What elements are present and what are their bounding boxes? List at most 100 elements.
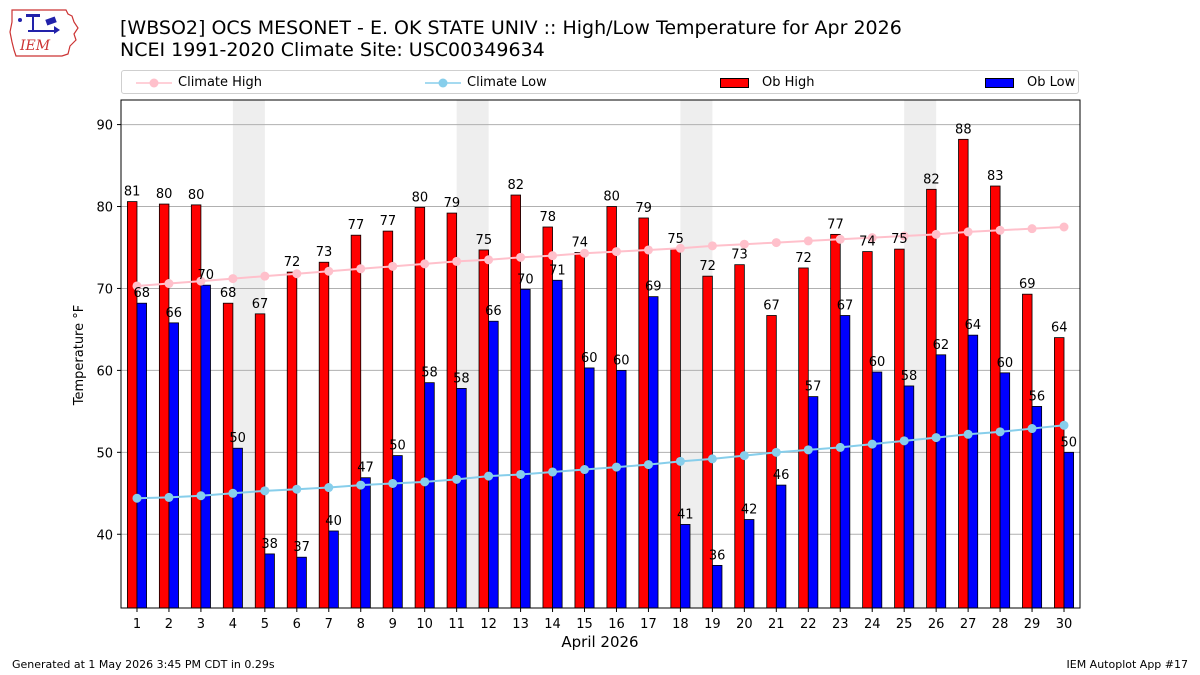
ob-low-bar (264, 553, 275, 609)
ob-high-label: 79 (444, 196, 461, 211)
ob-high-bar (958, 138, 969, 609)
ob-low-bar (168, 322, 179, 609)
ob-low-label: 64 (965, 318, 982, 333)
x-tick-label: 9 (389, 617, 397, 632)
climate-high-point (132, 281, 142, 291)
legend-label-ob-high: Ob High (762, 75, 815, 90)
climate-high-point (1027, 224, 1037, 234)
climate-low-point (995, 427, 1005, 437)
ob-low-bar (935, 354, 947, 609)
ob-high-bar (542, 226, 553, 609)
climate-low-point (484, 471, 494, 481)
ob-low-bar (360, 477, 371, 609)
climate-low-point (516, 469, 526, 479)
ob-low-label: 58 (421, 366, 438, 381)
ob-low-label: 60 (581, 351, 598, 366)
ob-high-bar (862, 251, 873, 609)
ob-low-label: 60 (997, 356, 1014, 371)
ob-high-bar (766, 315, 777, 609)
ob-low-bar (871, 371, 883, 609)
x-tick-label: 30 (1056, 617, 1073, 632)
ob-high-label: 67 (252, 297, 269, 312)
ob-low-label: 66 (165, 306, 182, 321)
ob-high-label: 75 (667, 232, 684, 247)
climate-high-point (324, 266, 334, 276)
ob-high-bar (574, 251, 585, 609)
climate-low-point (1059, 420, 1069, 430)
climate-low-point (803, 445, 813, 455)
legend: Climate High Climate Low Ob High Ob Low (121, 70, 1079, 94)
ob-high-label: 74 (859, 235, 876, 250)
climate-low-point (388, 478, 398, 488)
ob-low-label: 57 (805, 380, 822, 395)
climate-high-point (963, 227, 973, 237)
climate-high-point (388, 261, 398, 271)
climate-low-point (771, 447, 781, 457)
climate-low-point (963, 429, 973, 439)
ob-high-label: 77 (827, 217, 844, 232)
ob-low-bar (296, 556, 307, 609)
ob-high-label: 69 (1019, 277, 1036, 292)
ob-low-bar (903, 385, 915, 609)
ob-high-bar (798, 267, 809, 609)
ob-low-bar (200, 284, 211, 609)
x-tick-label: 14 (544, 617, 561, 632)
x-tick-label: 12 (480, 617, 497, 632)
grid-lines (121, 124, 1080, 535)
ob-low-bar (1031, 406, 1043, 609)
ob-high-label: 64 (1051, 321, 1068, 336)
ob-low-bar (967, 334, 979, 609)
ob-high-label: 82 (508, 178, 525, 193)
ob-low-label: 60 (613, 353, 630, 368)
ob-low-bar (616, 369, 627, 609)
ob-low-bar (520, 288, 531, 609)
climate-low-point (420, 477, 430, 487)
ob-low-bar (392, 455, 403, 609)
climate-high-point (356, 264, 366, 274)
title-line-1: [WBSO2] OCS MESONET - E. OK STATE UNIV :… (120, 17, 902, 39)
climate-high-point (771, 238, 781, 248)
ob-low-label: 58 (453, 371, 470, 386)
climate-high-point (260, 271, 270, 281)
ob-high-bar (446, 212, 458, 609)
x-tick-label: 22 (800, 617, 817, 632)
climate-high-point (899, 231, 909, 241)
ob-high-label: 78 (539, 210, 556, 225)
ob-low-label: 41 (677, 507, 694, 522)
ob-high-label: 77 (380, 214, 397, 229)
ob-high-bar (1022, 293, 1033, 609)
climate-low-point (643, 460, 653, 470)
climate-low-point (1027, 424, 1037, 434)
ob-low-bar (807, 396, 819, 609)
ob-low-bar (552, 279, 563, 609)
climate-high-point (452, 256, 462, 266)
x-tick-label: 1 (133, 617, 141, 632)
x-tick-label: 5 (261, 617, 269, 632)
data-labels: 81 80 80 68 67 72 73 77 77 80 79 75 82 78 74 80 79 75 72 73… (124, 122, 1077, 563)
climate-low-point (899, 436, 909, 446)
ob-low-label: 60 (869, 355, 886, 370)
y-tick-label: 70 (96, 282, 113, 297)
ob-low-label: 47 (357, 461, 374, 476)
ob-high-label: 72 (284, 255, 301, 270)
ob-high-label: 79 (635, 201, 652, 216)
ob-low-bar (680, 524, 691, 609)
ob-low-label: 66 (485, 304, 502, 319)
ob-high-label: 67 (763, 298, 780, 313)
climate-low-point (675, 456, 685, 466)
climate-high-point (516, 252, 526, 262)
ob-high-label: 80 (188, 188, 205, 203)
y-axis-ticks: 40 50 60 70 80 90 (96, 119, 121, 543)
x-axis-ticks: 1 2 3 4 5 6 7 8 9 10 11 12 13 14 15 16 17 18 19 20 21 22 23 24 2… (133, 608, 1072, 632)
x-tick-label: 25 (896, 617, 913, 632)
ob-high-label: 80 (412, 190, 429, 205)
climate-low-point (580, 465, 590, 475)
climate-low-point (707, 454, 717, 464)
ob-low-bar (488, 320, 499, 609)
ob-high-label: 72 (795, 251, 812, 266)
ob-low-label: 42 (741, 503, 758, 518)
ob-low-label: 46 (773, 468, 790, 483)
ob-low-bar (743, 519, 755, 609)
climate-low-line (136, 424, 1065, 500)
